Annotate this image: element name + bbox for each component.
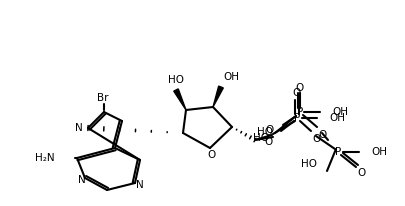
Text: O: O <box>295 83 303 93</box>
Text: O: O <box>264 137 273 147</box>
Text: P: P <box>293 113 299 123</box>
Text: P: P <box>296 107 303 117</box>
Text: O: O <box>312 134 320 144</box>
Text: O: O <box>318 130 326 140</box>
Text: Br: Br <box>97 93 109 103</box>
Text: O: O <box>292 88 301 98</box>
Text: N: N <box>78 175 86 185</box>
Text: HO: HO <box>300 159 316 169</box>
Text: H₂N: H₂N <box>35 153 55 163</box>
Text: O: O <box>357 168 365 178</box>
Text: OH: OH <box>222 72 239 82</box>
Text: N: N <box>136 180 143 190</box>
Text: P: P <box>334 147 340 157</box>
Text: OH: OH <box>370 147 386 157</box>
Text: HO: HO <box>168 75 183 85</box>
Text: HO: HO <box>256 127 272 137</box>
Text: O: O <box>265 125 273 135</box>
Text: OH: OH <box>328 113 344 123</box>
Polygon shape <box>173 89 185 110</box>
Text: N: N <box>75 123 83 133</box>
Text: HO: HO <box>252 133 269 143</box>
Text: OH: OH <box>331 107 347 117</box>
Polygon shape <box>213 86 223 107</box>
Text: O: O <box>207 150 215 160</box>
